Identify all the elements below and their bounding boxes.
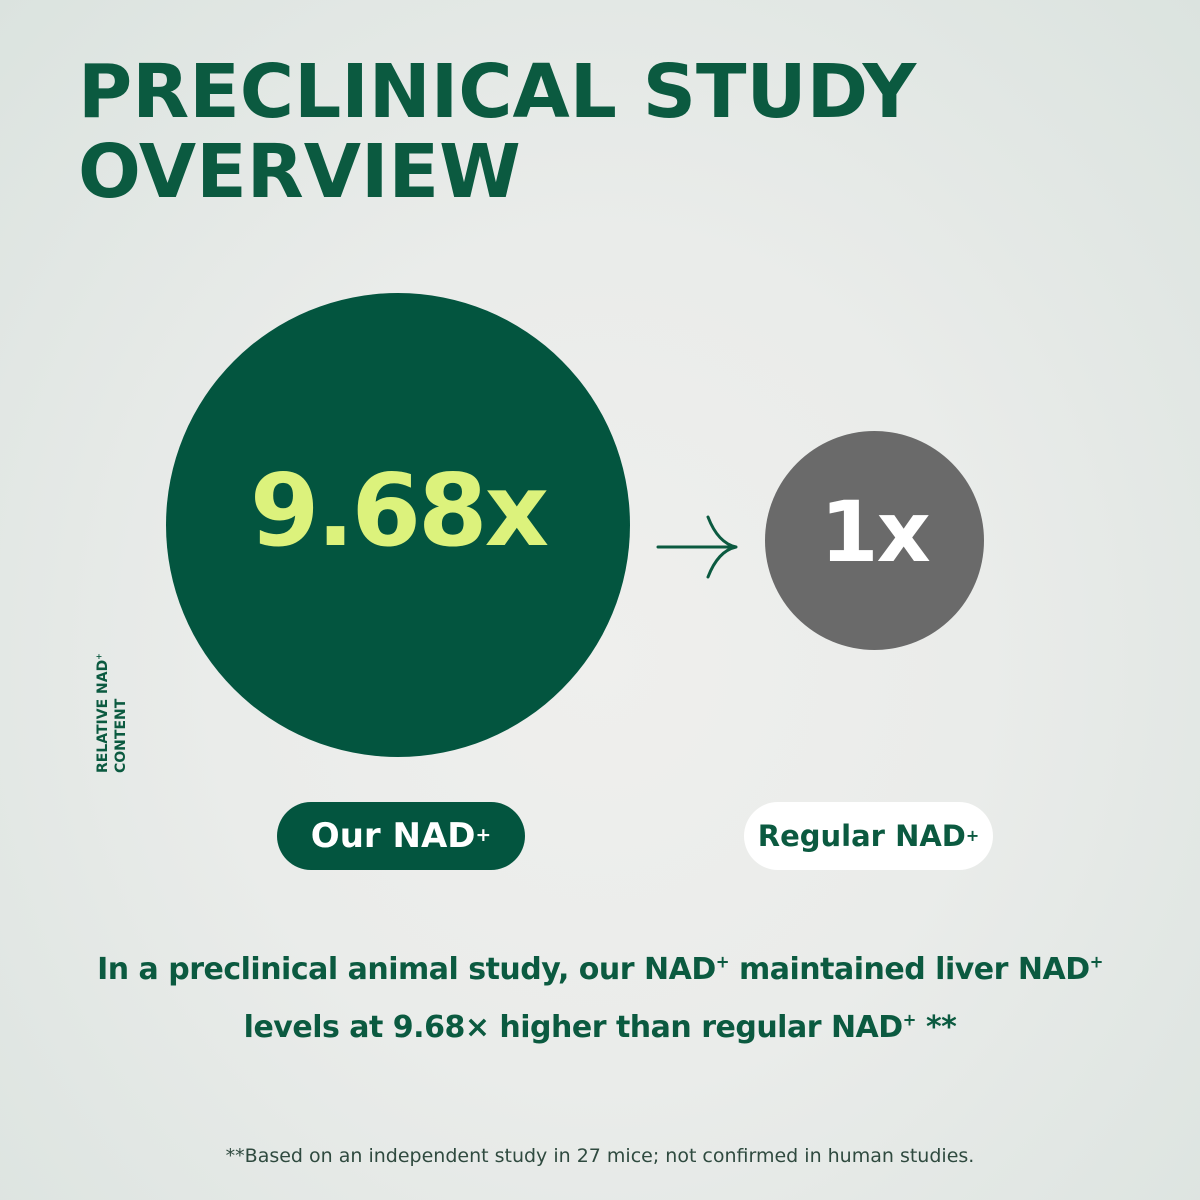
our-nad-label-pill: Our NAD + — [277, 802, 525, 870]
regular-nad-circle: 1x — [765, 431, 984, 650]
our-nad-value: 9.68x — [249, 451, 549, 569]
regular-nad-label: Regular NAD — [757, 819, 966, 853]
our-nad-circle: 9.68x — [166, 293, 630, 757]
relative-nad-axis-label: RELATIVE NAD+ CONTENT — [94, 653, 130, 773]
footnote: **Based on an independent study in 27 mi… — [225, 1145, 975, 1167]
page-title-line-1: PRECLINICAL STUDY — [78, 49, 917, 135]
description-line-1: In a preclinical animal study, our NAD+ … — [97, 952, 1103, 987]
page-title: PRECLINICAL STUDY OVERVIEW — [78, 52, 916, 212]
regular-nad-value: 1x — [820, 482, 931, 581]
arrow-right-icon — [656, 515, 738, 579]
regular-nad-label-pill: Regular NAD + — [744, 802, 993, 870]
axis-label-line-2: CONTENT — [113, 698, 129, 773]
axis-label-line-1: RELATIVE NAD+ — [94, 653, 111, 773]
page-title-line-2: OVERVIEW — [78, 129, 521, 215]
description-line-2: levels at 9.68× higher than regular NAD+… — [243, 1010, 957, 1045]
our-nad-label: Our NAD — [310, 816, 476, 856]
